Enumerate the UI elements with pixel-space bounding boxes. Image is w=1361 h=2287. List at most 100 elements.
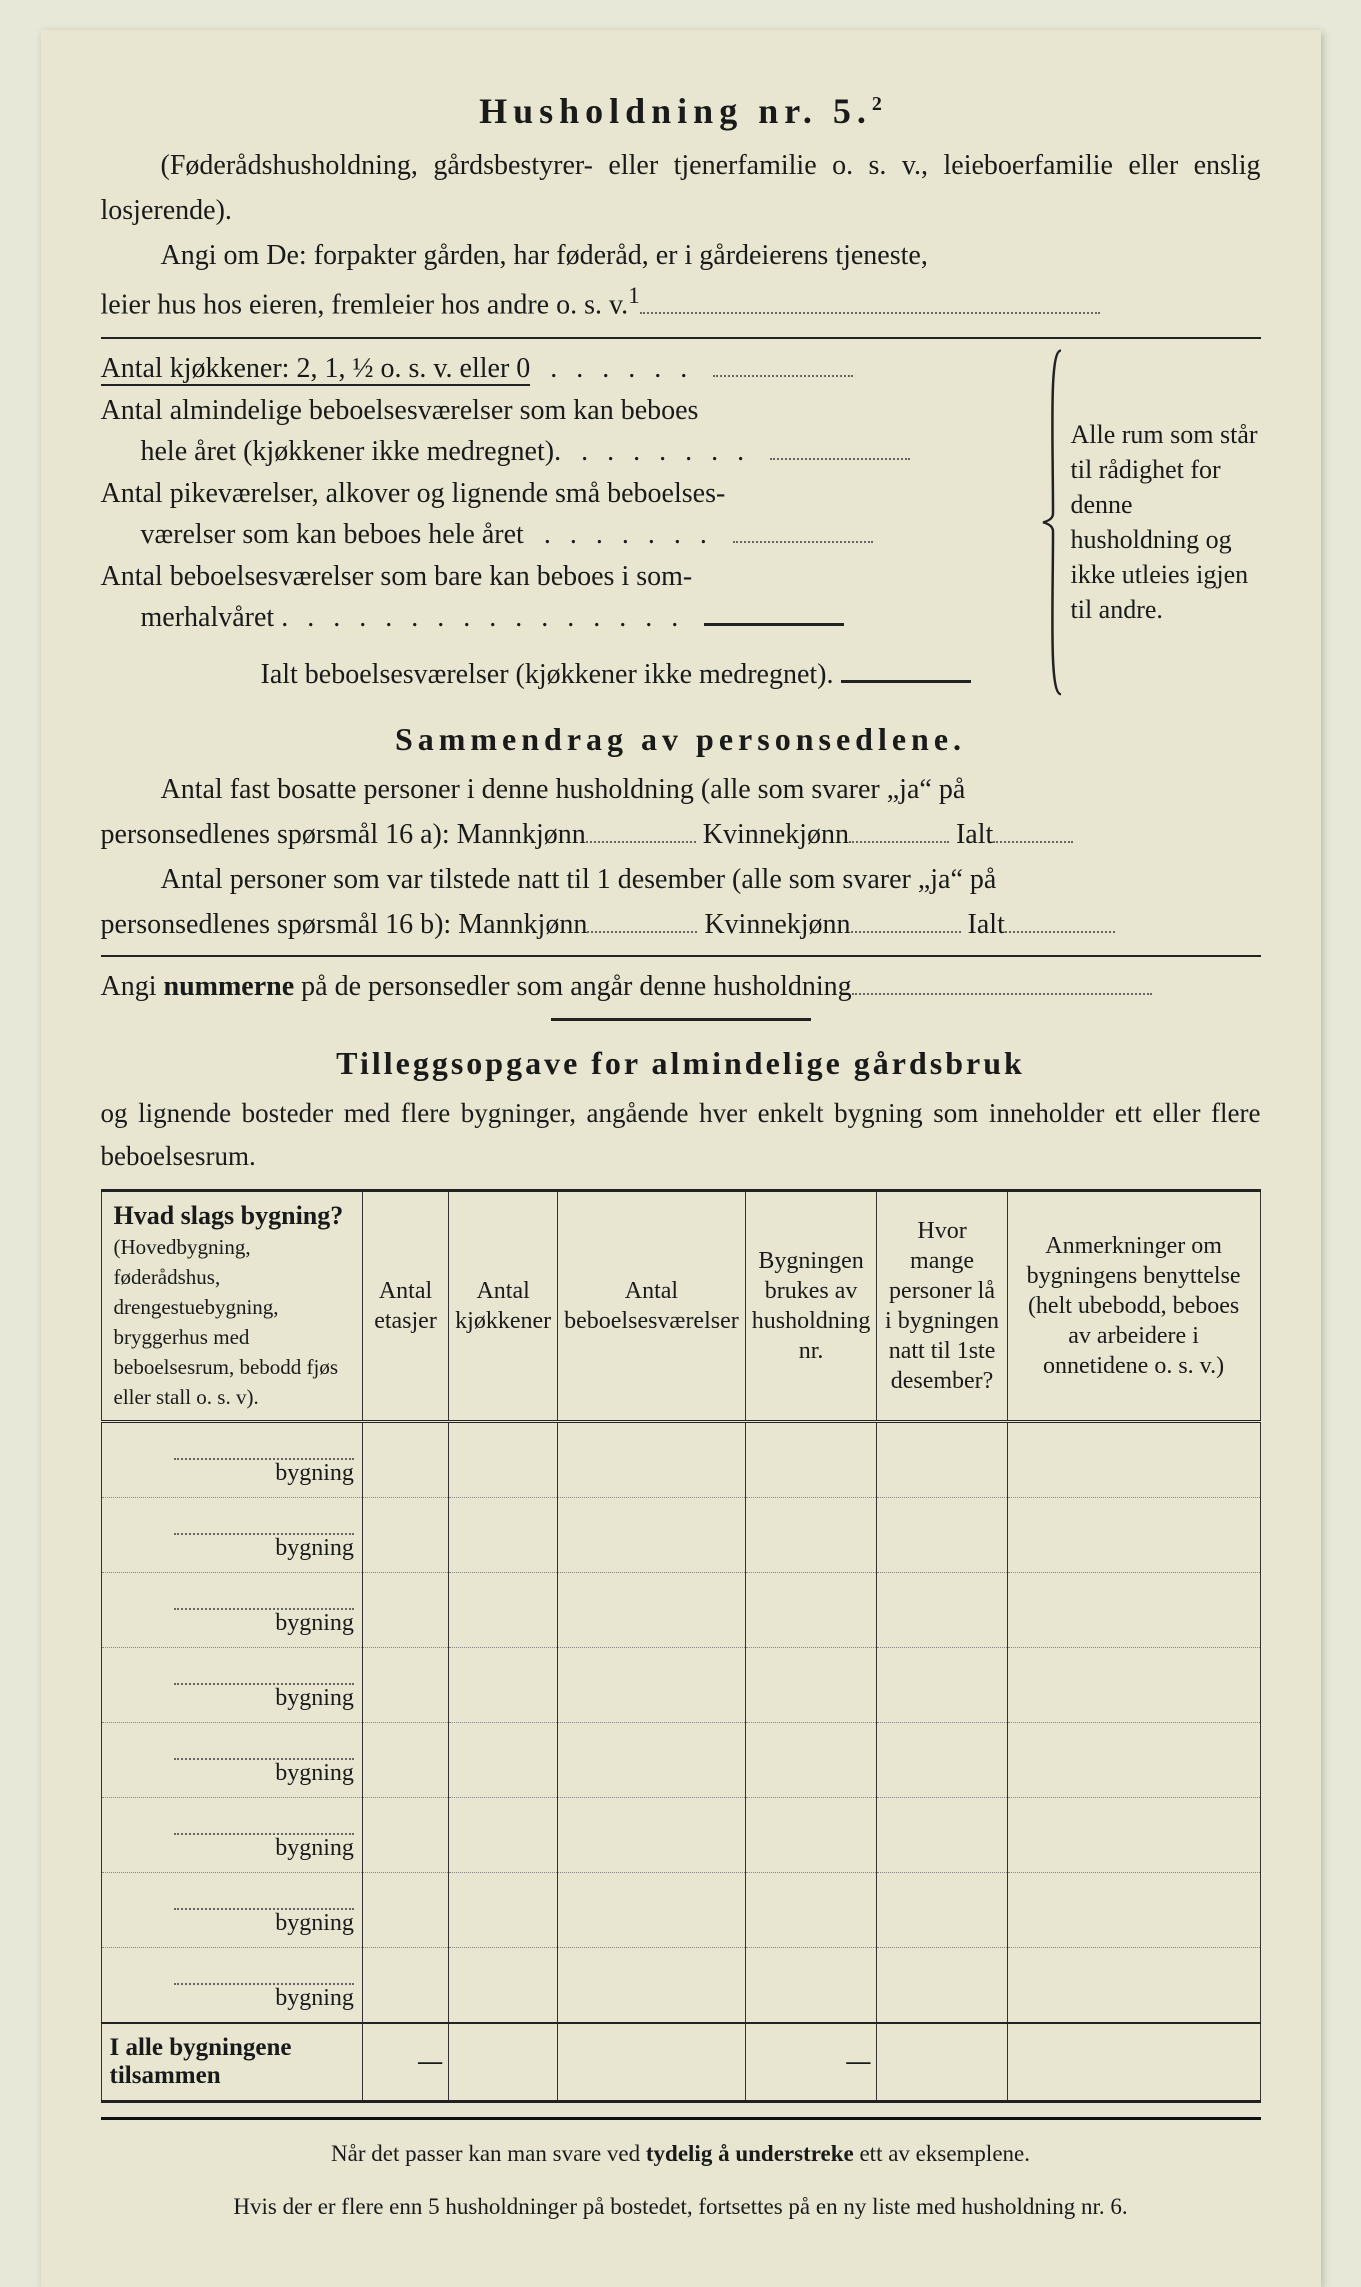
bottom-rule — [101, 2117, 1261, 2120]
table-cell[interactable] — [362, 1798, 448, 1873]
summary-line-1: Antal fast bosatte personer i denne hush… — [101, 768, 1261, 813]
table-cell[interactable] — [1007, 1498, 1260, 1573]
table-cell[interactable]: bygning — [101, 1798, 362, 1873]
table-cell[interactable] — [1007, 1573, 1260, 1648]
table-cell[interactable] — [877, 1648, 1007, 1723]
table-cell[interactable] — [745, 1798, 877, 1873]
table-cell[interactable] — [558, 1498, 746, 1573]
table-total-row: I alle bygningene tilsammen—— — [101, 2023, 1260, 2102]
tillegg-subtext: og lignende bosteder med flere bygninger… — [101, 1092, 1261, 1178]
male-blank-1[interactable] — [586, 841, 696, 843]
total-cell: — — [745, 2023, 877, 2102]
table-cell[interactable] — [745, 1648, 877, 1723]
col-header-5: Hvor mange personer lå i bygningen natt … — [877, 1190, 1007, 1422]
table-cell[interactable] — [362, 1498, 448, 1573]
col-header-1: Antal etasjer — [362, 1190, 448, 1422]
table-cell[interactable] — [1007, 1798, 1260, 1873]
footnote-1: Når det passer kan man svare ved tydelig… — [101, 2138, 1261, 2170]
table-cell[interactable] — [1007, 1948, 1260, 2024]
census-form-page: Husholdning nr. 5.2 (Føderådshusholdning… — [41, 30, 1321, 2287]
rooms-row-1: Antal almindelige beboelsesværelser som … — [101, 391, 1023, 472]
table-cell[interactable]: bygning — [101, 1648, 362, 1723]
table-cell[interactable] — [449, 1948, 558, 2024]
table-cell[interactable]: bygning — [101, 1873, 362, 1948]
table-cell[interactable] — [877, 1422, 1007, 1498]
table-cell[interactable] — [745, 1573, 877, 1648]
female-blank-2[interactable] — [851, 931, 961, 933]
numbers-blank[interactable] — [852, 993, 1152, 995]
title-text: Husholdning nr. 5. — [479, 91, 872, 131]
table-cell[interactable]: bygning — [101, 1948, 362, 2024]
intro-question-line2: leier hus hos eieren, fremleier hos andr… — [101, 278, 1261, 328]
table-cell[interactable] — [1007, 1422, 1260, 1498]
table-cell[interactable] — [362, 1873, 448, 1948]
table-cell[interactable] — [449, 1422, 558, 1498]
table-cell[interactable] — [362, 1948, 448, 2024]
total-blank-1[interactable] — [993, 841, 1073, 843]
total-cell — [558, 2023, 746, 2102]
table-cell[interactable] — [745, 1422, 877, 1498]
table-cell[interactable] — [362, 1648, 448, 1723]
table-row: bygning — [101, 1948, 1260, 2024]
rooms-side-note: Alle rum som står til rådighet for denne… — [1041, 347, 1261, 698]
table-cell[interactable] — [1007, 1723, 1260, 1798]
table-cell[interactable] — [558, 1948, 746, 2024]
answer-blank[interactable] — [640, 312, 1100, 314]
table-cell[interactable] — [745, 1723, 877, 1798]
table-cell[interactable] — [877, 1723, 1007, 1798]
table-cell[interactable] — [449, 1498, 558, 1573]
rooms3-blank[interactable] — [704, 623, 844, 626]
summary-line-2b: personsedlenes spørsmål 16 b): Mannkjønn… — [101, 903, 1261, 948]
table-cell[interactable] — [449, 1573, 558, 1648]
table-cell[interactable]: bygning — [101, 1498, 362, 1573]
table-cell[interactable] — [558, 1723, 746, 1798]
table-cell[interactable]: bygning — [101, 1422, 362, 1498]
col-header-0: Hvad slags bygning?(Hovedbygning, føderå… — [101, 1190, 362, 1422]
table-cell[interactable] — [877, 1573, 1007, 1648]
table-cell[interactable] — [745, 1873, 877, 1948]
divider — [101, 955, 1261, 957]
intro-question-line1: Angi om De: forpakter gården, har føderå… — [101, 234, 1261, 279]
table-cell[interactable] — [877, 1873, 1007, 1948]
table-cell[interactable] — [877, 1798, 1007, 1873]
table-cell[interactable] — [558, 1573, 746, 1648]
table-cell[interactable] — [449, 1648, 558, 1723]
table-cell[interactable] — [558, 1798, 746, 1873]
rooms2-blank[interactable] — [733, 541, 873, 543]
table-cell[interactable]: bygning — [101, 1723, 362, 1798]
table-cell[interactable] — [362, 1422, 448, 1498]
rooms-row-2: Antal pikeværelser, alkover og lignende … — [101, 474, 1023, 555]
male-blank-2[interactable] — [587, 931, 697, 933]
table-cell[interactable] — [1007, 1873, 1260, 1948]
total-blank-2[interactable] — [1005, 931, 1115, 933]
table-cell[interactable] — [558, 1873, 746, 1948]
col-header-6: Anmerkninger om bygningens benyttelse (h… — [1007, 1190, 1260, 1422]
table-cell[interactable] — [877, 1948, 1007, 2024]
rooms1-blank[interactable] — [770, 458, 910, 460]
female-blank-1[interactable] — [849, 841, 949, 843]
total-cell — [877, 2023, 1007, 2102]
table-cell[interactable] — [449, 1723, 558, 1798]
table-cell[interactable] — [1007, 1648, 1260, 1723]
tillegg-heading: Tilleggsopgave for almindelige gårdsbruk — [101, 1045, 1261, 1082]
total-cell — [449, 2023, 558, 2102]
rooms-total-row: Ialt beboelsesværelser (kjøkkener ikke m… — [101, 655, 1023, 696]
table-cell[interactable] — [558, 1648, 746, 1723]
table-cell[interactable]: bygning — [101, 1573, 362, 1648]
table-cell[interactable] — [745, 1498, 877, 1573]
table-cell[interactable] — [558, 1422, 746, 1498]
kitchens-blank[interactable] — [713, 375, 853, 377]
table-cell[interactable] — [362, 1723, 448, 1798]
table-cell[interactable] — [449, 1873, 558, 1948]
table-cell[interactable] — [362, 1573, 448, 1648]
rooms-total-blank[interactable] — [841, 680, 971, 683]
table-cell[interactable] — [449, 1798, 558, 1873]
table-cell[interactable] — [745, 1948, 877, 2024]
table-cell[interactable] — [877, 1498, 1007, 1573]
total-cell — [1007, 2023, 1260, 2102]
table-row: bygning — [101, 1798, 1260, 1873]
table-body: bygningbygningbygningbygningbygningbygni… — [101, 1422, 1260, 2102]
table-header: Hvad slags bygning?(Hovedbygning, føderå… — [101, 1190, 1260, 1422]
col-header-3: Antal beboelsesværelser — [558, 1190, 746, 1422]
summary-heading: Sammendrag av personsedlene. — [101, 721, 1261, 758]
